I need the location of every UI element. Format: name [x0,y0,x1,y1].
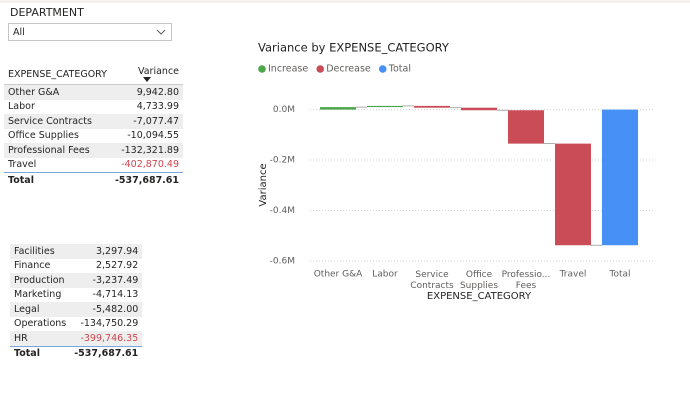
bar [508,110,544,144]
x-tick-label: Labor [372,270,398,280]
bar [555,143,591,246]
x-tick-label: Travel [559,270,587,280]
cell: Professional Fees [4,143,111,158]
x-axis-title: EXPENSE_CATEGORY [427,291,532,302]
row: Office Supplies -10,094.55 [4,129,183,144]
legend-label: Increase [268,64,308,75]
cell: 9,942.80 [110,84,184,100]
y-axis-title: Variance [258,163,269,206]
cell: HR [10,331,71,346]
legend-marker [258,65,266,73]
cell: Marketing [14,289,62,301]
legend-label: Total [388,64,411,75]
slicer-value: All [13,27,25,38]
y-tick-label: -0.6M [270,256,295,266]
row: Facilities 3,297.94 [10,244,143,259]
legend-marker [378,65,387,73]
cell: -10,094.55 [127,130,180,142]
row: Marketing -4,714.13 [10,288,142,303]
cell: Facilities [10,244,71,259]
total-row: Total -537,687.61 [4,172,184,188]
total-cell: -537,687.61 [70,345,143,361]
header-cell: Variance [110,64,184,85]
total-cell: Total [10,345,71,361]
cell: Travel [8,159,37,171]
row: Operations -134,750.29 [10,317,142,332]
row: Legal -5,482.00 [10,302,143,317]
cell: -402,870.49 [121,159,180,171]
cell: Production [10,273,71,288]
y-tick-label: -0.4M [270,206,295,216]
total-row: Total -537,687.61 [10,345,143,361]
table1-container: EXPENSE_CATEGORY Variance Other G&A 9,942.8… [4,64,184,188]
table: EXPENSE_CATEGORY Variance Other G&A 9,942.8… [4,64,184,188]
cell: Legal [10,302,71,317]
total-cell: -537,687.61 [110,172,184,188]
cell: -132,321.89 [110,143,184,158]
cell: -3,237.49 [70,273,143,288]
bar [461,107,497,111]
x-tick-label: Other G&A [314,270,363,280]
x-tick-label: Service Contracts [410,270,454,291]
bar [320,107,356,110]
cell: -7,077.47 [110,114,184,129]
cell: 2,527.92 [95,260,139,272]
chart-title: Variance by EXPENSE_CATEGORY [258,41,450,55]
legend-label: Decrease [326,64,371,75]
bar [414,105,450,108]
cell: Service Contracts [4,114,111,129]
row: Labor 4,733.99 [4,100,183,115]
cell: 3,297.94 [70,244,143,259]
y-tick-label: 0.0M [273,105,295,115]
top-strip [0,0,690,3]
cell: Operations [14,318,67,330]
x-tick-label: Total [608,270,630,280]
total-cell: Total [4,172,111,188]
cell: Labor [8,101,35,113]
row: Finance 2,527.92 [10,259,142,274]
dropdown-arrow [156,29,166,35]
cell: -134,750.29 [80,318,139,330]
row: Professional Fees -132,321.89 [4,143,184,158]
cell: -4,714.13 [92,289,139,301]
chart: Variance by EXPENSE_CATEGORY Variance EX… [258,41,655,302]
row: Service Contracts -7,077.47 [4,114,184,129]
legend-marker [316,65,325,73]
x-tick-label: Professio... Fees [502,270,551,291]
row: Travel -402,870.49 [4,158,184,173]
slicer-dropdown[interactable]: All [8,23,172,41]
table: Facilities 3,297.94 Finance 2,527.92 Product… [10,244,143,361]
cell: 4,733.99 [136,101,180,113]
row: Production -3,237.49 [10,273,143,288]
bar [367,105,403,108]
cell: Finance [14,260,51,272]
table2-container: Facilities 3,297.94 Finance 2,527.92 Product… [10,244,143,361]
row: Other G&A 9,942.80 [4,84,184,100]
row: HR -399,746.35 [10,331,143,346]
header-cell: EXPENSE_CATEGORY [4,64,111,85]
cell: -399,746.35 [70,331,143,346]
x-tick-label: Office Supplies [460,270,498,291]
cell: Other G&A [4,84,111,100]
total-bar [602,109,638,246]
cell: Office Supplies [8,130,79,142]
cell: -5,482.00 [70,302,143,317]
slicer-title: DEPARTMENT [10,6,84,19]
y-tick-label: -0.2M [270,156,295,166]
sort-arrow [142,77,151,82]
header-row: EXPENSE_CATEGORY Variance [4,64,184,85]
